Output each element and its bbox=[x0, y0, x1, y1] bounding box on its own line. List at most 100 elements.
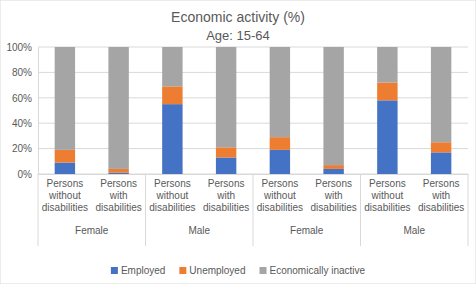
bar-segment bbox=[431, 152, 451, 174]
group-label: Female bbox=[75, 225, 109, 236]
y-tick: 100% bbox=[6, 42, 38, 53]
bar-segment bbox=[270, 47, 290, 137]
x-tick-label: Personswithdisabilities bbox=[96, 178, 142, 213]
background bbox=[0, 0, 476, 284]
grid-line bbox=[38, 47, 468, 48]
subtitle: Age: 15-64 bbox=[206, 28, 270, 43]
x-tick-label-line: disabilities bbox=[203, 202, 249, 213]
bar-segment bbox=[431, 47, 451, 142]
x-tick-label-line: Persons bbox=[100, 178, 137, 189]
x-tick-label-line: without bbox=[263, 190, 296, 201]
y-tick-label: 80% bbox=[12, 67, 32, 78]
bar-segment bbox=[377, 47, 397, 83]
bar-segment bbox=[162, 104, 182, 174]
legend-item: Economically inactive bbox=[260, 265, 366, 276]
x-tick-label-line: disabilities bbox=[418, 202, 464, 213]
y-axis: 0% 20% 40% 60% 80% 100% bbox=[6, 42, 38, 180]
legend: Employed Unemployed Economically inactive bbox=[111, 265, 366, 276]
y-tick-label: 0% bbox=[18, 169, 33, 180]
group-label: Male bbox=[403, 225, 425, 236]
bar-segment bbox=[216, 147, 236, 157]
x-tick-label-line: Persons bbox=[369, 178, 406, 189]
grid-line bbox=[38, 123, 468, 124]
x-tick-label-line: disabilities bbox=[42, 202, 88, 213]
bar-segment bbox=[216, 157, 236, 174]
legend-swatch bbox=[179, 267, 186, 274]
bar-segment bbox=[55, 163, 75, 174]
x-tick-label-line: without bbox=[371, 190, 404, 201]
x-tick-label: Personswithoutdisabilities bbox=[42, 178, 88, 213]
y-tick: 40% bbox=[12, 118, 38, 129]
y-tick: 20% bbox=[12, 143, 38, 154]
x-tick-label: Personswithdisabilities bbox=[311, 178, 357, 213]
x-tick: Personswithoutdisabilities bbox=[149, 174, 195, 213]
x-tick-label-line: with bbox=[431, 190, 450, 201]
x-tick-label-line: disabilities bbox=[364, 202, 410, 213]
x-tick-label-line: Persons bbox=[154, 178, 191, 189]
group-separator bbox=[38, 174, 39, 246]
y-tick: 60% bbox=[12, 93, 38, 104]
x-tick-label-line: Persons bbox=[315, 178, 352, 189]
x-tick-label-line: Persons bbox=[47, 178, 84, 189]
bar-segment bbox=[270, 137, 290, 150]
group-separator bbox=[145, 174, 146, 246]
legend-item: Employed bbox=[111, 265, 165, 276]
y-tick-label: 20% bbox=[12, 143, 32, 154]
title: Economic activity (%) bbox=[171, 9, 305, 25]
legend-swatch bbox=[111, 267, 118, 274]
grid-line bbox=[38, 97, 468, 98]
x-tick-label-line: without bbox=[48, 190, 81, 201]
bar-segment bbox=[55, 47, 75, 150]
bar-segment bbox=[55, 150, 75, 163]
legend-item: Unemployed bbox=[179, 265, 245, 276]
x-tick-label-line: disabilities bbox=[149, 202, 195, 213]
bar-segment bbox=[162, 47, 182, 86]
y-tick-label: 40% bbox=[12, 118, 32, 129]
x-tick: Personswithdisabilities bbox=[203, 174, 249, 213]
group-label: Male bbox=[188, 225, 210, 236]
x-tick-label: Personswithdisabilities bbox=[203, 178, 249, 213]
x-tick-label: Personswithdisabilities bbox=[418, 178, 464, 213]
legend-swatch bbox=[260, 267, 267, 274]
bar-segment bbox=[216, 47, 236, 147]
x-tick-label: Personswithoutdisabilities bbox=[149, 178, 195, 213]
x-tick-label-line: Persons bbox=[208, 178, 245, 189]
grid-line bbox=[38, 148, 468, 149]
x-tick-label-line: with bbox=[216, 190, 235, 201]
bar-segment bbox=[323, 165, 343, 169]
x-tick-label: Personswithoutdisabilities bbox=[257, 178, 303, 213]
bar-segment bbox=[377, 83, 397, 101]
x-tick-label-line: with bbox=[324, 190, 343, 201]
x-tick: Personswithoutdisabilities bbox=[257, 174, 303, 213]
y-tick: 0% bbox=[18, 169, 38, 180]
x-tick-label-line: Persons bbox=[423, 178, 460, 189]
group-separator bbox=[468, 174, 469, 246]
y-tick-label: 60% bbox=[12, 93, 32, 104]
grid-line bbox=[38, 72, 468, 73]
series-bars bbox=[55, 47, 452, 169]
bar-segment bbox=[108, 169, 128, 173]
bar-segment bbox=[270, 150, 290, 174]
x-tick: Personswithoutdisabilities bbox=[42, 174, 88, 213]
x-tick-label-line: disabilities bbox=[257, 202, 303, 213]
group-label: Female bbox=[290, 225, 324, 236]
x-tick: Personswithdisabilities bbox=[96, 174, 142, 213]
x-tick-label-line: without bbox=[156, 190, 189, 201]
legend-label: Employed bbox=[121, 265, 165, 276]
x-tick: Personswithdisabilities bbox=[311, 174, 357, 213]
legend-label: Economically inactive bbox=[270, 265, 366, 276]
bar-segment bbox=[431, 142, 451, 152]
legend-label: Unemployed bbox=[189, 265, 245, 276]
x-tick-label-line: Persons bbox=[262, 178, 299, 189]
bar-segment bbox=[108, 173, 128, 174]
x-tick-label: Personswithoutdisabilities bbox=[364, 178, 410, 213]
grid bbox=[38, 47, 468, 174]
bar-segment bbox=[323, 47, 343, 165]
x-tick-label-line: disabilities bbox=[96, 202, 142, 213]
y-tick-label: 100% bbox=[6, 42, 32, 53]
bars bbox=[55, 47, 452, 174]
y-tick: 80% bbox=[12, 67, 38, 78]
x-tick-label-line: with bbox=[109, 190, 128, 201]
group-separator bbox=[360, 174, 361, 246]
x-tick: Personswithoutdisabilities bbox=[364, 174, 410, 213]
